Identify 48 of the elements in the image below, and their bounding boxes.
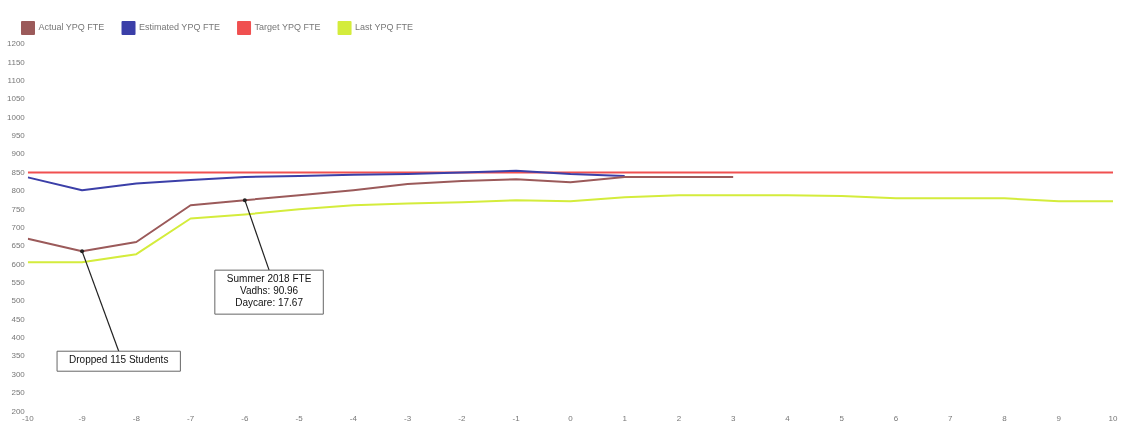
x-tick-label: -8 [132, 414, 141, 424]
x-tick-label: -7 [187, 414, 195, 424]
y-tick-label: 1200 [7, 39, 26, 49]
y-tick-label: 400 [11, 333, 26, 343]
y-tick-label: 900 [11, 149, 26, 159]
y-tick-label: 350 [11, 351, 26, 361]
x-tick-label: -9 [78, 414, 87, 424]
y-tick-label: 1150 [7, 57, 26, 67]
legend-label: Target YPQ FTE [254, 22, 321, 33]
x-tick-label: -1 [512, 414, 521, 424]
x-tick-label: 2 [676, 414, 682, 424]
y-tick-label: 1050 [7, 94, 26, 104]
x-tick-label: 9 [1056, 414, 1062, 424]
annotation: Summer 2018 FTE Vadhs: 90.96 Daycare: 17.67 [226, 272, 312, 308]
x-tick-label: 5 [839, 414, 845, 424]
x-tick-label: -5 [295, 414, 304, 424]
y-tick-label: 850 [11, 167, 26, 177]
y-tick-label: 450 [11, 314, 26, 324]
x-tick-label: 3 [730, 414, 736, 424]
x-tick-label: -4 [349, 414, 358, 424]
x-tick-label: -3 [404, 414, 412, 424]
y-tick-label: 750 [11, 204, 26, 214]
y-tick-label: 650 [11, 241, 26, 251]
y-tick-label: 550 [11, 278, 26, 288]
annotation: Dropped 115 Students [69, 353, 169, 365]
legend-label: Estimated YPQ FTE [139, 22, 220, 33]
x-tick-label: 4 [785, 414, 791, 424]
x-tick-label: 6 [893, 414, 899, 424]
y-tick-label: 200 [11, 406, 26, 416]
x-tick-label: 8 [1002, 414, 1008, 424]
y-tick-label: 250 [11, 388, 26, 398]
y-tick-label: 700 [11, 222, 26, 232]
x-tick-label: 10 [1108, 414, 1118, 424]
legend-label: Last YPQ FTE [355, 22, 413, 33]
x-tick-label: 7 [947, 414, 953, 424]
x-tick-label: 0 [568, 414, 574, 424]
y-tick-label: 1000 [7, 112, 26, 122]
x-tick-label: 1 [622, 414, 628, 424]
x-tick-label: -6 [241, 414, 249, 424]
y-tick-label: 950 [11, 131, 26, 141]
y-tick-label: 1100 [7, 75, 26, 85]
y-tick-label: 800 [11, 186, 26, 196]
x-tick-label: -2 [458, 414, 466, 424]
y-tick-label: 500 [11, 296, 26, 306]
x-tick-label: -10 [22, 414, 35, 424]
legend-label: Actual YPQ FTE [38, 22, 105, 33]
y-tick-label: 300 [11, 369, 26, 379]
y-tick-label: 600 [11, 259, 26, 269]
